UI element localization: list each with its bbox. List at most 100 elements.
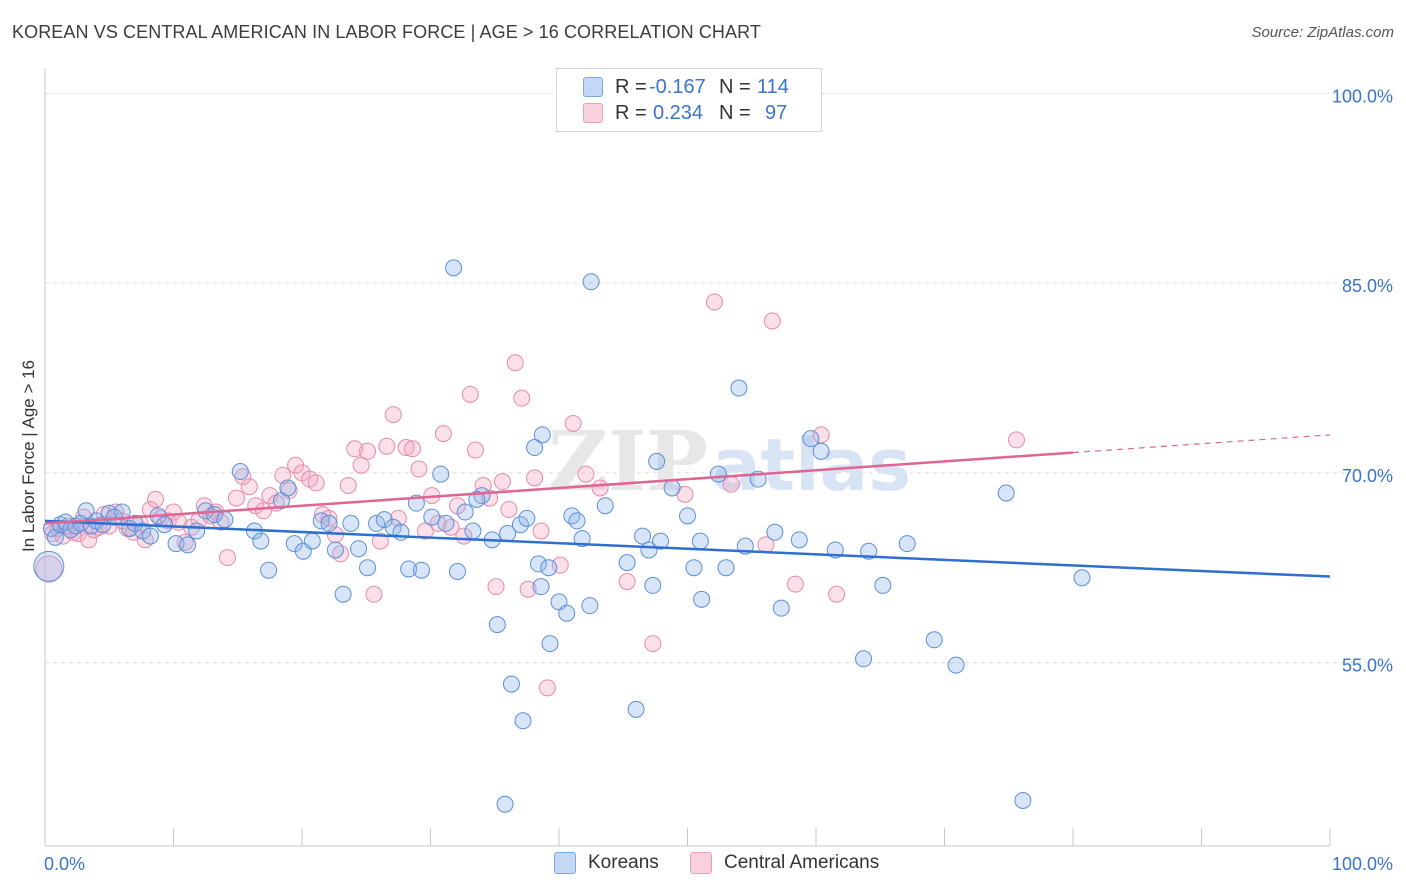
central-americans-legend-label: Central Americans [724,852,880,873]
central-americans-point [218,549,236,567]
koreans-point [532,578,550,596]
koreans-point [947,656,965,674]
koreans-point [368,514,386,532]
central-americans-point [410,460,428,478]
central-americans-point [240,478,258,496]
legend-item-koreans[interactable]: Koreans [554,852,659,874]
y-tick-label: 100.0% [1332,86,1393,106]
central-americans-point [618,573,636,591]
koreans-point [456,503,474,521]
koreans-point [342,514,360,532]
central-americans-point [500,500,518,518]
koreans-point [652,532,670,550]
central-americans-point [513,389,531,407]
central-americans-legend-swatch [690,852,712,874]
koreans-point [77,502,95,520]
koreans-point [691,532,709,550]
central-americans-point [519,580,537,598]
r-label: R = [615,101,647,124]
koreans-point [679,507,696,525]
watermark: ZIP atlas [548,414,911,510]
central-americans-point [577,465,595,483]
koreans-point [392,523,410,541]
koreans-point [685,559,703,577]
central-americans-point [371,532,389,550]
n-label: N = [719,101,751,124]
koreans-point [693,590,711,608]
koreans-point [445,259,463,277]
central-americans-point [176,533,194,551]
central-americans-point [705,293,723,311]
koreans-point [558,604,576,622]
koreans-point [997,484,1015,502]
central-americans-point [538,679,556,697]
koreans-point [432,465,450,483]
koreans-point [855,650,873,668]
koreans-legend-swatch [554,852,576,874]
koreans-point [502,675,520,693]
koreans-point [252,532,270,550]
central-americans-point [461,385,479,403]
watermark-zip: ZIP [548,414,708,510]
koreans-point [334,585,352,603]
koreans-point [529,555,547,573]
central-americans-point [397,439,415,457]
central-americans-point [487,578,505,596]
koreans-point [423,508,441,526]
koreans-point [766,523,784,541]
central-americans-point [227,489,245,507]
central-americans-point [339,476,357,494]
koreans-point [802,430,820,448]
central-americans-point [1007,431,1025,449]
central-americans-point [526,469,544,487]
koreans-point [627,700,645,718]
y-tick-label: 70.0% [1342,466,1393,486]
koreans-point [437,514,455,532]
koreans-swatch [583,77,603,97]
legend-item-central-americans[interactable]: Central Americans [690,852,879,874]
koreans-point [1073,569,1091,587]
koreans-point [231,463,249,481]
koreans-point [790,531,808,549]
central-americans-point [763,312,781,330]
koreans-point [663,479,681,497]
chart-title: KOREAN VS CENTRAL AMERICAN IN LABOR FORC… [12,22,762,42]
koreans-point [468,490,486,508]
central-americans-point [564,414,582,432]
series-koreans-points [33,259,1091,813]
central-americans-point [365,585,383,603]
koreans-point [320,514,338,532]
central-americans-point [346,440,364,458]
central-americans-point [434,425,452,443]
x-ticks [44,828,1331,846]
central-americans-r-value: 0.234 [653,101,704,124]
central-americans-point [254,502,272,520]
trend-lines [44,434,1331,578]
central-americans-point [644,635,662,653]
central-americans-n-value: 97 [765,101,788,124]
koreans-point [568,512,586,530]
koreans-point [898,535,916,553]
central-americans-point [506,354,524,372]
koreans-point [648,452,666,470]
central-americans-point [722,475,740,493]
koreans-point [581,597,599,615]
koreans-r-value: -0.167 [649,75,706,98]
koreans-point [596,497,614,515]
koreans-point [573,530,591,548]
central-americans-point [493,473,511,491]
central-americans-point [307,474,325,492]
central-americans-point [828,585,846,603]
koreans-point [541,635,559,653]
central-americans-point [591,479,609,497]
koreans-point [634,527,652,545]
koreans-point [260,561,278,579]
koreans-point [518,509,536,527]
koreans-point [772,599,790,617]
koreans-point [496,795,514,813]
central-americans-point [147,490,165,508]
koreans-point [448,562,466,580]
koreans-point [464,522,482,540]
koreans-point [925,631,943,649]
